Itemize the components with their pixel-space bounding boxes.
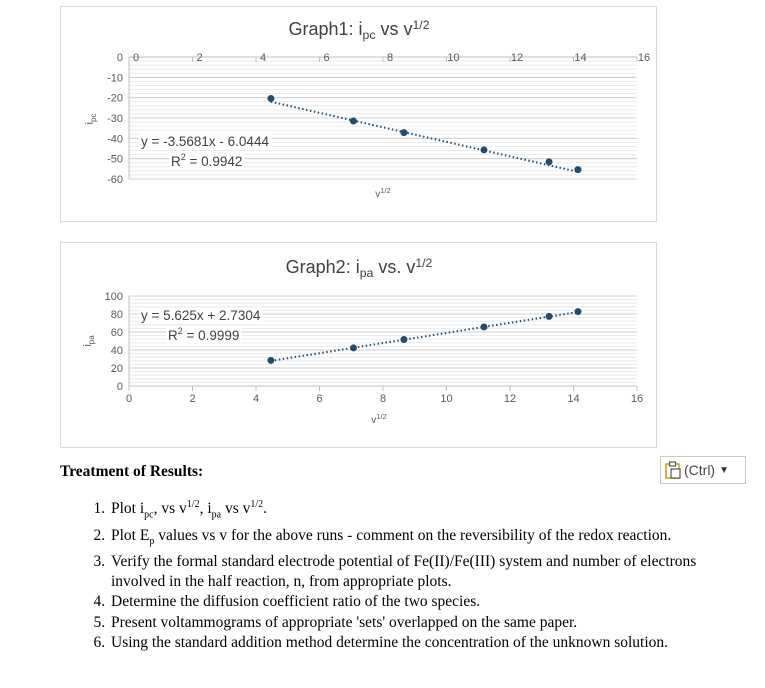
r-squared-label: R2 = 0.9999	[168, 326, 239, 343]
trendline	[270, 100, 579, 173]
data-point	[480, 146, 488, 154]
data-point	[574, 166, 582, 174]
chart-graph1: Graph1: ipc vs v1/2 0 -10 -20 -30 -40 -50 -60 0 2…	[60, 6, 657, 222]
y-tick-label: 0	[117, 52, 123, 64]
y-axis-title: ipa	[82, 335, 96, 347]
x-tick-label: 16	[631, 393, 643, 405]
x-axis-title: v1/2	[375, 186, 390, 200]
x-tick-label: 0	[133, 52, 139, 64]
y-tick-label: 100	[105, 291, 123, 303]
data-point	[400, 336, 408, 344]
trendline-equation: y = -3.5681x - 6.0444	[141, 134, 269, 149]
x-tick-label: 12	[504, 393, 516, 405]
x-tick-label: 0	[126, 393, 132, 405]
label-background	[139, 308, 263, 323]
y-axis-title: ipc	[84, 114, 98, 125]
y-tick-label: -50	[107, 154, 123, 166]
treatment-item: Determine the diffusion coefficient rati…	[109, 592, 700, 612]
x-tick-label: 16	[638, 52, 650, 64]
data-point	[545, 158, 553, 166]
x-tick-label: 6	[316, 393, 322, 405]
x-tick-label: 8	[380, 393, 386, 405]
chart-graph2: Graph2: ipa vs. v1/2 0 20 40 60 80 100 0 2 4 6 8 10 1…	[60, 242, 657, 448]
treatment-item: Verify the formal standard electrode pot…	[109, 552, 700, 591]
y-tick-label: 40	[111, 345, 123, 357]
chart-title: Graph1: ipc vs v1/2	[289, 18, 430, 42]
x-tick-label: 2	[196, 52, 202, 64]
chevron-down-icon: ▼	[719, 464, 730, 476]
graph1-plot: Graph1: ipc vs v1/2 0 -10 -20 -30 -40 -50 -60 0 2…	[84, 18, 650, 200]
x-tick-label: 6	[323, 52, 329, 64]
x-tick-label: 10	[447, 52, 459, 64]
data-point	[480, 323, 488, 331]
data-point	[349, 117, 357, 125]
r-squared-label: R2 = 0.9942	[171, 152, 242, 169]
data-point	[267, 94, 275, 102]
x-tick-label: 14	[574, 52, 586, 64]
y-tick-label: 60	[111, 327, 123, 339]
label-background	[139, 134, 272, 149]
x-tick-label: 12	[511, 52, 523, 64]
label-background	[166, 326, 242, 343]
treatment-item: Plot Ep values vs v for the above runs -…	[109, 526, 700, 552]
treatment-item: Using the standard addition method deter…	[109, 633, 700, 653]
y-tick-label: -30	[107, 113, 123, 125]
data-point	[574, 308, 582, 316]
x-tick-label: 2	[189, 393, 195, 405]
x-tick-label: 4	[253, 393, 259, 405]
treatment-list: Plot ipc, vs v1/2, ipa vs v1/2. Plot Ep …	[60, 495, 700, 653]
data-point	[349, 344, 357, 352]
paste-options-label: (Ctrl)	[684, 462, 716, 478]
x-tick-label: 14	[567, 393, 579, 405]
y-tick-label: -20	[107, 93, 123, 105]
y-tick-label: -40	[107, 133, 123, 145]
x-tick-label: 8	[387, 52, 393, 64]
x-axis-title: v1/2	[371, 412, 386, 426]
treatment-item: Plot ipc, vs v1/2, ipa vs v1/2.	[109, 495, 700, 525]
chart-title: Graph2: ipa vs. v1/2	[286, 256, 433, 280]
treatment-heading: Treatment of Results:	[60, 463, 204, 480]
y-tick-label: -60	[107, 174, 123, 186]
x-tick-label: 10	[440, 393, 452, 405]
treatment-section: Treatment of Results: Plot ipc, vs v1/2,…	[60, 463, 700, 654]
graph2-plot: Graph2: ipa vs. v1/2 0 20 40 60 80 100 0 2 4 6 8 10 1…	[82, 256, 643, 426]
y-tick-label: 20	[111, 363, 123, 375]
y-tick-label: -10	[107, 72, 123, 84]
data-point	[267, 356, 275, 364]
paste-options-button[interactable]: (Ctrl) ▼	[660, 456, 746, 484]
clipboard-icon	[665, 461, 681, 479]
trendline-equation: y = 5.625x + 2.7304	[141, 308, 261, 323]
data-point	[400, 129, 408, 137]
label-background	[169, 152, 245, 169]
y-tick-label: 80	[111, 309, 123, 321]
x-tick-label: 4	[260, 52, 266, 64]
data-point	[545, 312, 553, 320]
treatment-item: Present voltammograms of appropriate 'se…	[109, 613, 700, 633]
y-tick-label: 0	[117, 381, 123, 393]
